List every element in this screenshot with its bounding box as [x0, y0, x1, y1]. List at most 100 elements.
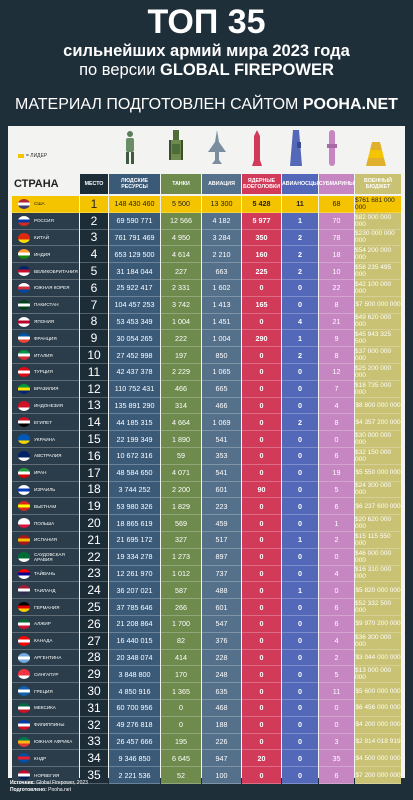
cell-manpower: 653 129 500 [109, 246, 160, 264]
cell-tanks: 569 [161, 515, 201, 532]
nuclear-value: 0 [259, 652, 264, 662]
cell-rank: 23 [80, 565, 108, 583]
cell-carriers: 0 [282, 733, 318, 751]
budget-value: $6 456 000 000 [355, 704, 401, 712]
cell-country: ПАКИСТАН [12, 296, 79, 314]
subs-value: 18 [332, 249, 341, 259]
cell-nuclear: 0 [242, 767, 281, 784]
tanks-value: 4 664 [172, 417, 190, 427]
nuclear-value: 90 [257, 484, 266, 494]
cell-rank: 31 [80, 700, 108, 717]
cell-tanks: 5 500 [161, 196, 201, 213]
tanks-value: 1 365 [172, 686, 190, 696]
cell-country: ВЬЕТНАМ [12, 498, 79, 516]
cell-nuclear: 0 [242, 700, 281, 717]
country-value: ИТАЛИЯ [34, 352, 53, 358]
rank-value: 26 [87, 616, 101, 631]
tanks-value: 587 [175, 585, 187, 595]
flag-icon [18, 736, 30, 747]
cell-budget: $761 681 000 000 [355, 196, 401, 213]
aviation-value: 601 [215, 602, 228, 612]
subs-value: 6 [334, 602, 339, 612]
cell-subs: 9 [319, 330, 354, 348]
cell-country: ФИЛИППИНЫ [12, 716, 79, 734]
cell-aviation: 1 004 [202, 330, 241, 348]
cell-country: БРАЗИЛИЯ [12, 380, 79, 398]
cell-carriers: 1 [282, 532, 318, 549]
tanks-value: 3 742 [172, 300, 190, 310]
cell-subs: 8 [319, 347, 354, 364]
cell-aviation: 737 [202, 565, 241, 583]
cell-budget: $45 943 325 500 [355, 330, 401, 348]
manpower-value: 22 199 349 [116, 434, 153, 444]
cell-subs: 12 [319, 364, 354, 381]
cell-subs: 4 [319, 632, 354, 650]
cell-budget: $37 000 000 000 [355, 347, 401, 364]
subs-value: 5 [334, 484, 339, 494]
tanks-value: 266 [175, 602, 187, 612]
country-value: МЕКСИКА [34, 705, 56, 711]
cell-country: ГРЕЦИЯ [12, 683, 79, 700]
nuclear-value: 0 [259, 367, 264, 377]
manpower-value: 3 848 800 [118, 669, 151, 679]
cell-subs: 21 [319, 313, 354, 331]
subs-value: 4 [334, 400, 339, 410]
tanks-value: 466 [175, 384, 187, 394]
cell-nuclear: 0 [242, 632, 281, 650]
cell-aviation: 223 [202, 498, 241, 516]
subs-value: 8 [334, 300, 339, 310]
cell-carriers: 0 [282, 296, 318, 314]
aviation-value: 4 182 [212, 216, 231, 226]
table-row: АЛЖИР 26 21 208 864 1 700 547 0 0 6 $9 970 200 0… [12, 616, 401, 633]
cell-nuclear: 90 [242, 481, 281, 499]
rank-value: 11 [87, 364, 101, 379]
cell-budget: $18 735 000 000 [355, 380, 401, 398]
cell-nuclear: 0 [242, 582, 281, 600]
table-row: РОССИЯ 2 69 590 771 12 566 4 182 5 977 1 70 $82 … [12, 212, 401, 230]
tanks-value: 0 [179, 703, 183, 713]
cell-manpower: 49 276 818 [109, 716, 160, 734]
cell-aviation: 663 [202, 263, 241, 280]
nuclear-value: 0 [259, 720, 264, 730]
gold-icon [366, 142, 386, 166]
cell-aviation: 488 [202, 582, 241, 600]
subs-value: 4 [334, 636, 339, 646]
rank-value: 35 [87, 768, 101, 783]
cell-subs: 35 [319, 750, 354, 768]
tanks-value: 2 200 [172, 484, 190, 494]
carriers-value: 0 [298, 669, 302, 679]
cell-country: КАНАДА [12, 632, 79, 650]
nuclear-value: 225 [255, 266, 268, 276]
rank-value: 16 [87, 448, 101, 463]
cell-tanks: 0 [161, 700, 201, 717]
table-row: ИЗРАИЛЬ 18 3 744 252 2 200 601 90 0 5 $24 300 00… [12, 481, 401, 499]
cell-aviation: 1 065 [202, 364, 241, 381]
cell-tanks: 222 [161, 330, 201, 348]
cell-aviation: 541 [202, 431, 241, 448]
cell-rank: 6 [80, 280, 108, 297]
aviation-value: 13 300 [210, 199, 233, 209]
cell-rank: 13 [80, 397, 108, 415]
cell-aviation: 226 [202, 733, 241, 751]
cell-carriers: 0 [282, 599, 318, 616]
subs-value: 0 [334, 434, 339, 444]
cell-nuclear: 0 [242, 498, 281, 516]
flag-icon [18, 283, 30, 293]
cell-country: ТУРЦИЯ [12, 364, 79, 381]
nuclear-value: 0 [259, 770, 264, 780]
cell-aviation: 376 [202, 632, 241, 650]
nuclear-value: 0 [259, 384, 264, 394]
cell-tanks: 327 [161, 532, 201, 549]
flag-icon [18, 434, 30, 445]
cell-subs: 2 [319, 532, 354, 549]
rank-value: 12 [87, 381, 101, 396]
budget-value: $5 600 000 000 [355, 687, 401, 695]
budget-value: $45 943 325 500 [355, 331, 392, 346]
tanks-value: 59 [177, 451, 185, 461]
cell-carriers: 0 [282, 750, 318, 768]
rank-value: 2 [90, 213, 98, 228]
cell-tanks: 52 [161, 767, 201, 784]
cell-tanks: 2 331 [161, 280, 201, 297]
budget-value: $4 200 000 000 [355, 721, 401, 729]
cell-subs: 4 [319, 565, 354, 583]
